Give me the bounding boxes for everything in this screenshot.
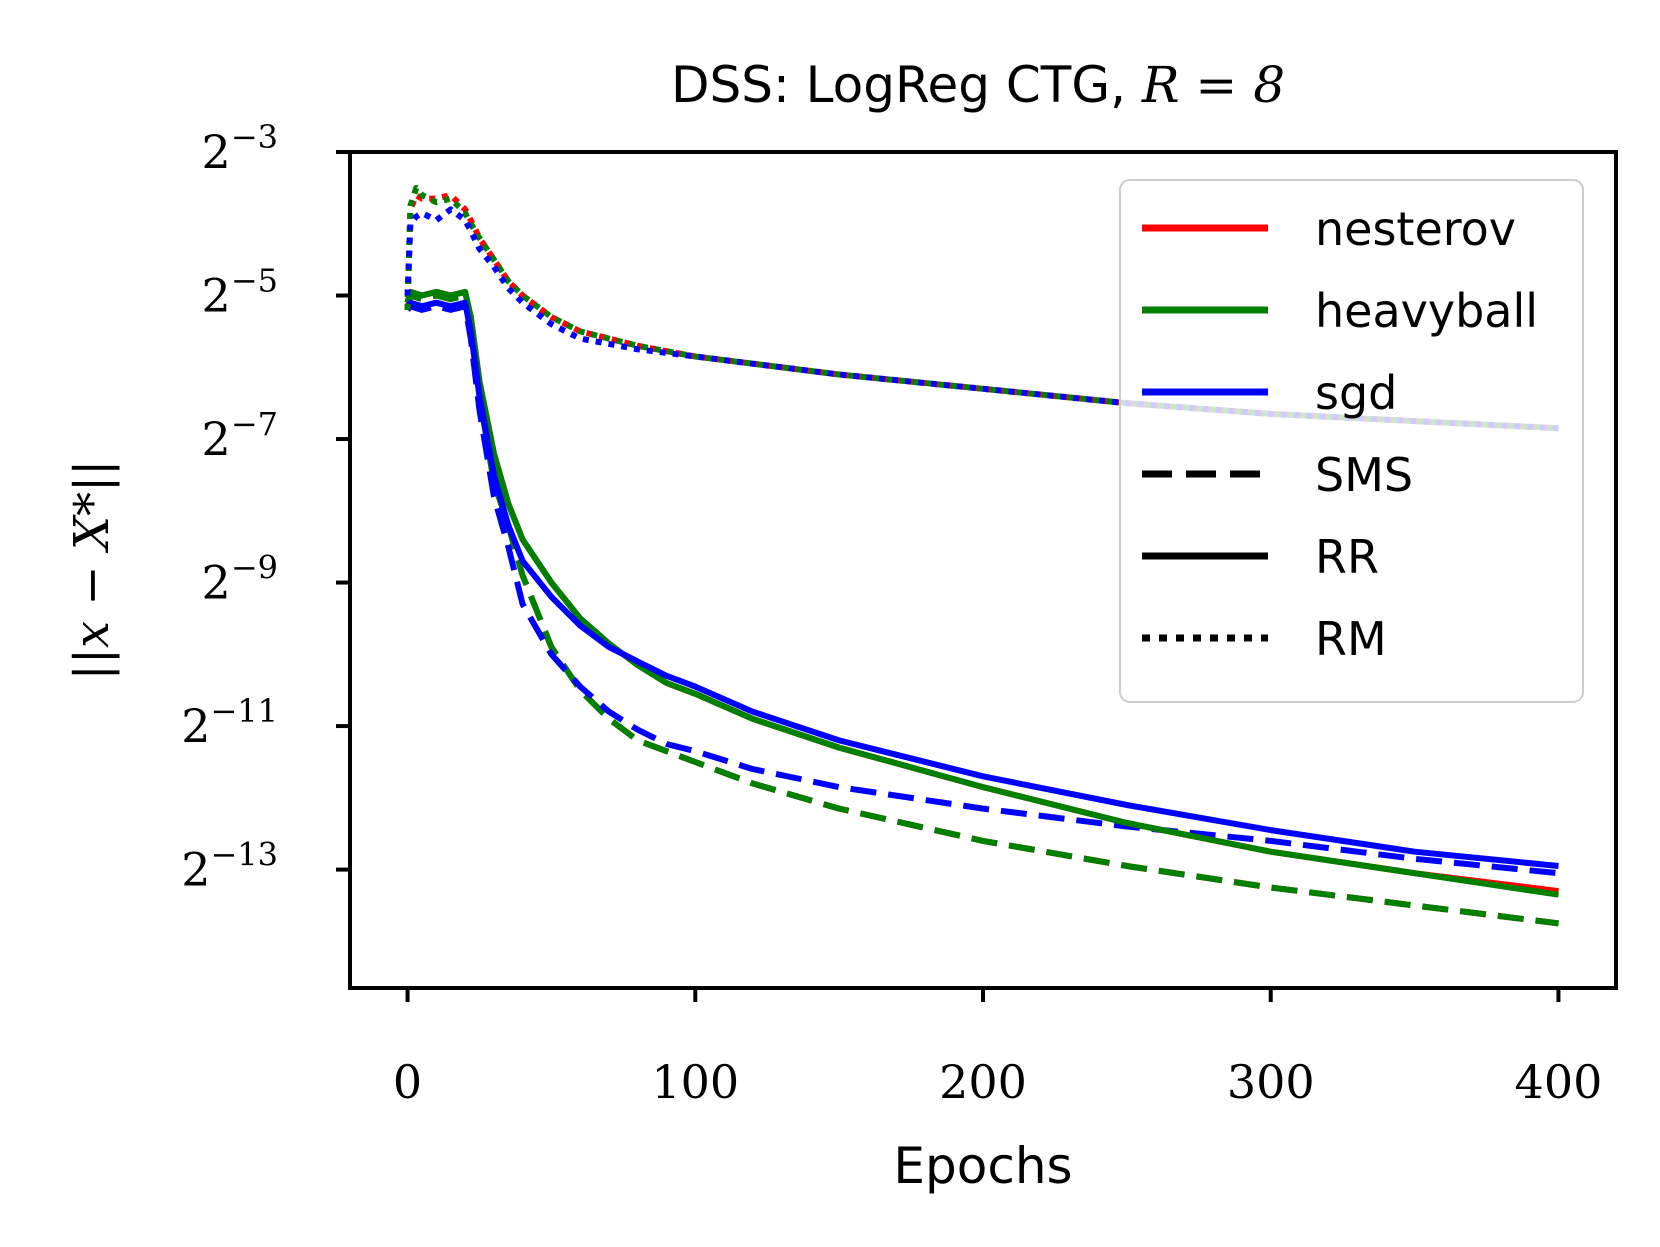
legend-label-heavyball: heavyball xyxy=(1315,284,1538,338)
y-tick-label: 2−11 xyxy=(181,692,278,753)
y-axis-label: ||x − X*|| xyxy=(64,460,120,681)
x-tick-label: 400 xyxy=(1515,1055,1603,1109)
y-tick-exponent: −11 xyxy=(210,692,278,730)
y-tick-exponent: −7 xyxy=(231,405,278,443)
series-layer xyxy=(404,184,1559,927)
x-tick-label: 200 xyxy=(939,1055,1027,1109)
legend-label-nesterov: nesterov xyxy=(1315,202,1516,256)
chart-title-text: DSS: LogReg CTG, xyxy=(671,56,1142,114)
chart-title-math: R = 8 xyxy=(1141,56,1285,114)
y-tick-base: 2 xyxy=(181,699,210,753)
legend-label-sms: SMS xyxy=(1315,448,1413,502)
y-tick-base: 2 xyxy=(202,412,231,466)
series-line-sgd-sms xyxy=(405,303,1559,877)
y-tick-label: 2−5 xyxy=(202,262,278,323)
y-tick-label: 2−9 xyxy=(202,549,278,610)
series-line-nesterov-rm xyxy=(404,192,1559,432)
y-tick-exponent: −5 xyxy=(231,262,278,300)
legend-label-sgd: sgd xyxy=(1315,366,1397,420)
x-axis: 0 100 200 300 400 xyxy=(393,988,1602,1109)
legend-label-rr: RR xyxy=(1315,530,1379,584)
x-tick-label: 0 xyxy=(393,1055,422,1109)
y-tick-exponent: −3 xyxy=(231,118,278,156)
y-tick-label: 2−13 xyxy=(181,836,278,897)
y-axis: 2−32−52−72−92−112−13 xyxy=(181,118,350,897)
legend-label-rm: RM xyxy=(1315,612,1387,666)
y-tick-base: 2 xyxy=(202,125,231,179)
chart-title: DSS: LogReg CTG, R = 8 xyxy=(671,56,1285,114)
series-line-heavyball-rm xyxy=(404,184,1559,432)
x-axis-label: Epochs xyxy=(893,1137,1072,1195)
y-tick-label: 2−3 xyxy=(202,118,278,179)
series-line-heavyball-rr xyxy=(404,288,1559,898)
x-tick-label: 300 xyxy=(1227,1055,1315,1109)
y-tick-exponent: −9 xyxy=(231,549,278,587)
x-tick-label: 100 xyxy=(651,1055,739,1109)
series-line-sgd-rr xyxy=(404,299,1559,869)
y-tick-exponent: −13 xyxy=(210,836,278,874)
y-tick-base: 2 xyxy=(202,269,231,323)
y-tick-base: 2 xyxy=(202,556,231,610)
legend-entries: nesterov heavyball sgd SMS RR RM xyxy=(1142,202,1538,666)
legend: nesterov heavyball sgd SMS RR RM xyxy=(1119,179,1584,703)
y-tick-base: 2 xyxy=(181,843,210,897)
y-tick-label: 2−7 xyxy=(202,405,278,466)
